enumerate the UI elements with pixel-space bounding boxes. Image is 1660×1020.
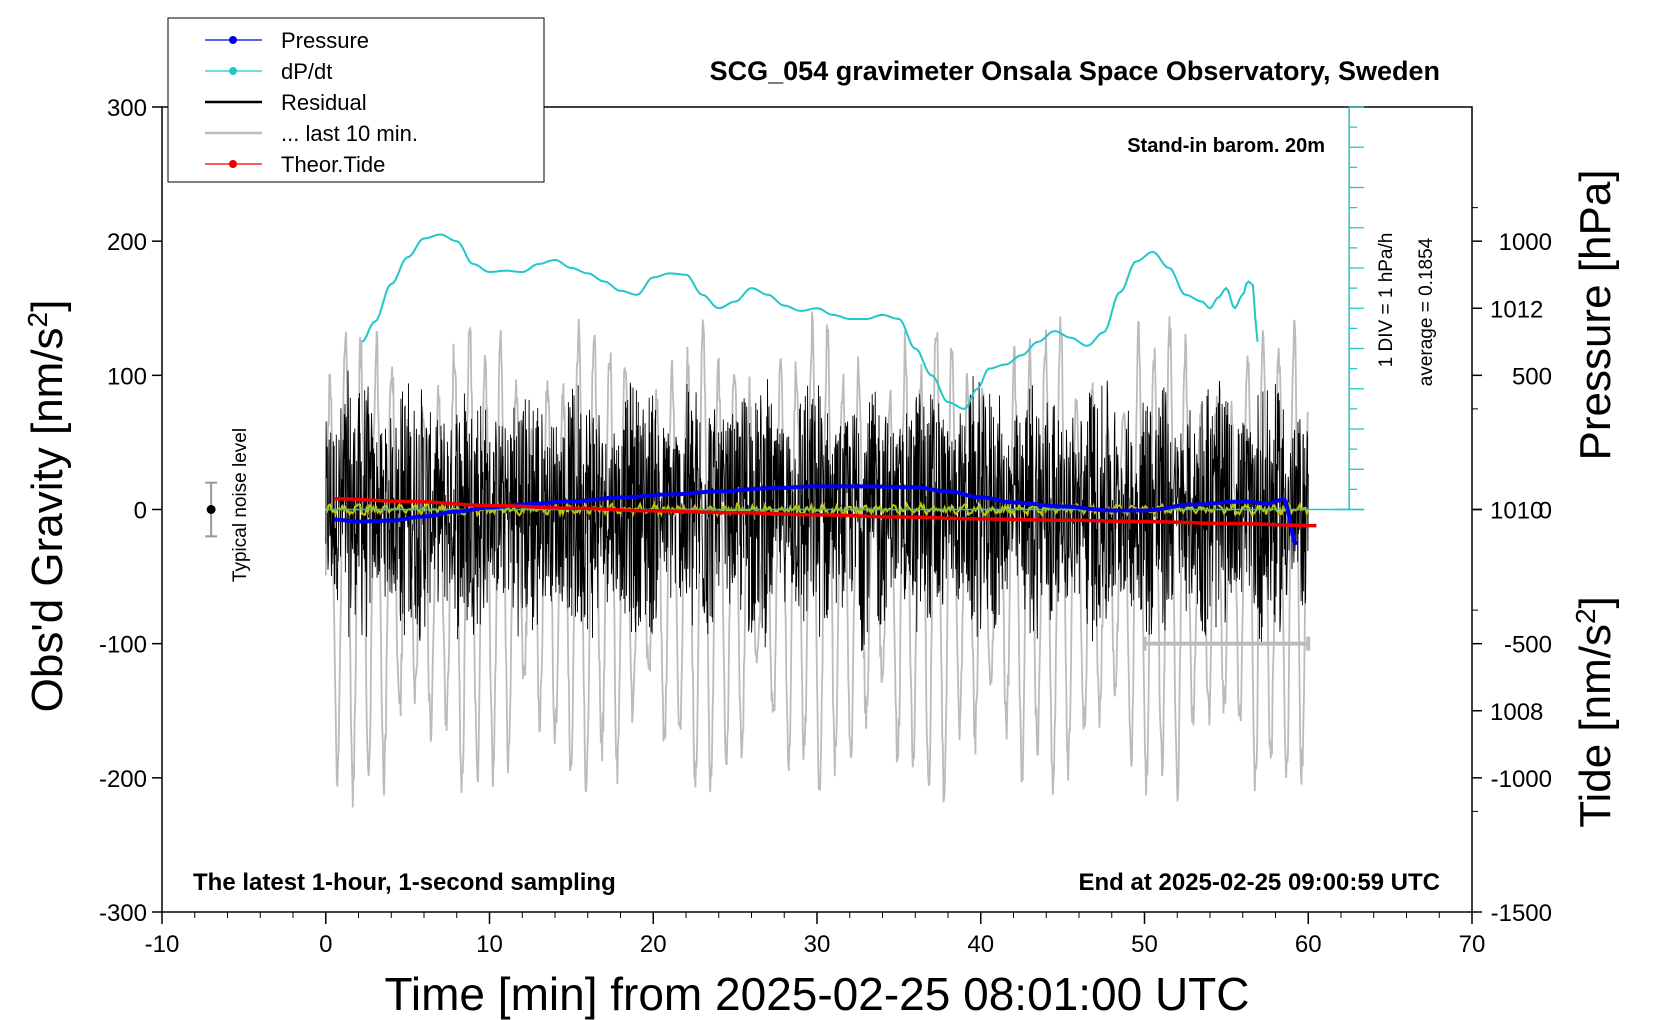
tide-series [333, 497, 1317, 528]
y-axis-pressure: 1012 1010 1008 [1472, 207, 1543, 812]
chart-title: SCG_054 gravimeter Onsala Space Observat… [710, 56, 1440, 86]
series-line-theortide [333, 497, 1317, 528]
x-tick-label: 70 [1459, 931, 1486, 958]
y-tick-label: -100 [99, 632, 147, 659]
last-10-min-series [324, 311, 1310, 808]
residual-line [325, 370, 1309, 652]
legend-marker [229, 67, 237, 75]
legend-label: dP/dt [281, 59, 332, 84]
x-tick-label: 60 [1295, 931, 1322, 958]
barometer-note: Stand-in barom. 20m [1127, 135, 1325, 157]
y-tick-label: 300 [107, 95, 147, 122]
x-tick-label: 40 [967, 931, 994, 958]
residual-smoothed-series [324, 500, 1310, 520]
legend-label: Theor.Tide [281, 152, 385, 177]
dpdt-scale-axis [1334, 106, 1365, 511]
x-tick-label: 50 [1131, 931, 1158, 958]
pressure-tick-label: 1008 [1490, 699, 1543, 726]
tide-tick-label: -1500 [1491, 900, 1552, 927]
x-axis: -10 0 10 20 30 40 50 60 70 [145, 912, 1486, 958]
y-label-gravity-end: ] [23, 300, 72, 312]
residual-series [325, 370, 1309, 652]
y-tick-label: 0 [134, 498, 147, 525]
tide-tick-label: 0 [1539, 498, 1552, 525]
y-tick-label: 100 [107, 363, 147, 390]
last-10-min-line [324, 311, 1310, 808]
tide-tick-label: -1000 [1491, 766, 1552, 793]
legend-marker [229, 160, 237, 168]
y-label-gravity-text: Obs'd Gravity [nm/s [23, 327, 72, 712]
y-label-tide-sup: 2 [1570, 608, 1601, 624]
x-tick-label: 20 [640, 931, 667, 958]
last-10-min-bracket [1142, 636, 1311, 651]
legend: Pressure dP/dt Residual ... last 10 min. The… [167, 17, 545, 183]
y-tick-label: -200 [99, 766, 147, 793]
tide-tick-label: -500 [1504, 632, 1552, 659]
pressure-series [333, 484, 1299, 546]
legend-label: Pressure [281, 28, 369, 53]
dpdt-div-note: 1 DIV = 1 hPa/h [1376, 233, 1397, 368]
legend-label: ... last 10 min. [281, 121, 418, 146]
x-tick-label: -10 [145, 931, 180, 958]
noise-dot [206, 505, 216, 514]
dpdt-series [325, 233, 1350, 511]
y-axis-label-pressure: Pressure [hPa] [1571, 169, 1620, 460]
series-line-pressure [333, 484, 1299, 546]
x-axis-label: Time [min] from 2025-02-25 08:01:00 UTC [385, 968, 1250, 1020]
legend-label: Residual [281, 90, 367, 115]
end-time-note: End at 2025-02-25 09:00:59 UTC [1079, 869, 1441, 896]
y-axis-tide: 1000 500 0 -500 -1000 -1500 [1472, 229, 1552, 927]
series-line-dpdt [361, 233, 1259, 410]
y-axis-label-gravity: Obs'd Gravity [nm/s2] [22, 300, 73, 713]
smoothed-residual-line [324, 500, 1310, 520]
dpdt-average-note: average = 0.1854 [1416, 237, 1437, 386]
y-label-tide-end: ] [1571, 596, 1620, 608]
y-axis-label-tide: Tide [nm/s2] [1570, 596, 1621, 828]
y-tick-label: 200 [107, 229, 147, 256]
tide-tick-label: 1000 [1499, 229, 1552, 256]
x-tick-label: 10 [476, 931, 503, 958]
latest-hour-note: The latest 1-hour, 1-second sampling [193, 869, 616, 896]
pressure-tick-label: 1010 [1490, 498, 1543, 525]
noise-label: Typical noise level [230, 428, 251, 582]
noise-level-indicator [205, 481, 218, 538]
y-axis-gravity: 300 200 100 0 -100 -200 -300 [99, 95, 162, 927]
pressure-tick-label: 1012 [1490, 296, 1543, 323]
legend-marker [229, 36, 237, 44]
x-tick-label: 0 [319, 931, 332, 958]
tide-tick-label: 500 [1512, 363, 1552, 390]
y-tick-label: -300 [99, 900, 147, 927]
legend-box [167, 17, 545, 183]
x-tick-label: 30 [804, 931, 831, 958]
y-label-gravity-sup: 2 [22, 312, 53, 328]
y-label-tide-text: Tide [nm/s [1571, 624, 1620, 828]
